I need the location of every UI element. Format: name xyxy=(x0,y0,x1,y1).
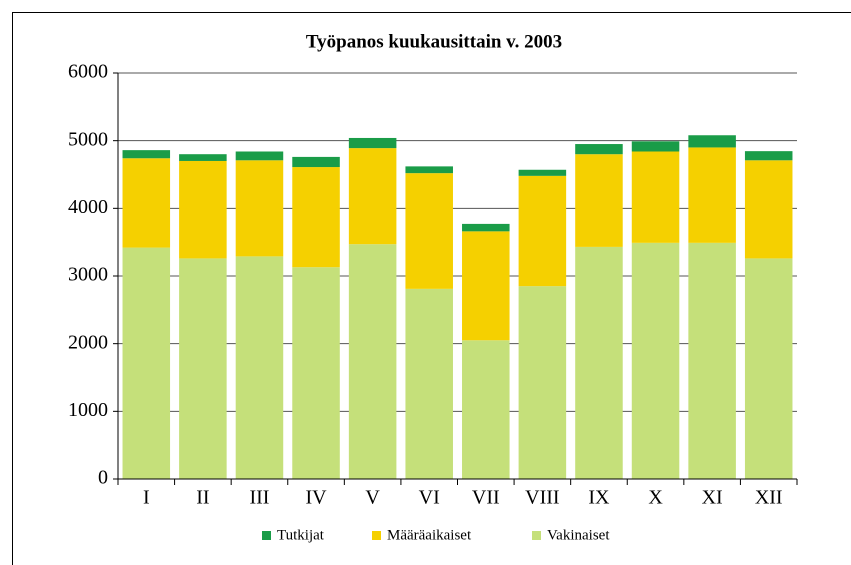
legend-swatch xyxy=(262,531,271,540)
bar-segment xyxy=(518,286,567,479)
bar-segment xyxy=(462,340,510,479)
y-tick-label: 4000 xyxy=(68,196,108,218)
bar-segment xyxy=(292,156,340,168)
legend-swatch xyxy=(532,531,541,540)
x-tick-label: XI xyxy=(702,487,723,509)
x-tick-label: VI xyxy=(419,487,440,509)
bar-segment xyxy=(462,223,510,232)
x-tick-label: I xyxy=(143,487,150,509)
bar-segment xyxy=(122,158,171,248)
bar-segment xyxy=(348,137,397,149)
bar-segment xyxy=(688,135,736,148)
y-tick-label: 0 xyxy=(98,467,108,489)
bar-segment xyxy=(575,246,623,479)
bar-segment xyxy=(179,258,227,479)
bar-segment xyxy=(631,242,680,479)
bar-segment xyxy=(462,231,510,341)
bar-segment xyxy=(744,160,793,259)
y-tick-label: 1000 xyxy=(68,399,108,421)
bar-segment xyxy=(405,173,453,289)
x-tick-label: X xyxy=(648,487,663,509)
x-tick-label: II xyxy=(196,487,209,509)
bar-segment xyxy=(518,169,567,176)
x-tick-label: IV xyxy=(305,487,327,509)
legend-swatch xyxy=(372,531,381,540)
bar-segment xyxy=(688,242,736,479)
bar-segment xyxy=(179,154,227,161)
bar-segment xyxy=(179,160,227,259)
x-tick-label: V xyxy=(365,487,380,509)
x-tick-label: III xyxy=(249,487,269,509)
y-tick-label: 2000 xyxy=(68,331,108,353)
legend-label: Määräaikaiset xyxy=(387,527,472,543)
bar-segment xyxy=(122,247,171,479)
bar-segment xyxy=(518,175,567,287)
bar-segment xyxy=(744,151,793,161)
x-tick-label: VII xyxy=(472,487,500,509)
bar-segment xyxy=(405,288,453,479)
bar-segment xyxy=(631,141,680,152)
y-tick-label: 5000 xyxy=(68,128,108,150)
chart-title: Työpanos kuukausittain v. 2003 xyxy=(306,31,562,52)
y-tick-label: 3000 xyxy=(68,264,108,286)
bar-segment xyxy=(575,144,623,155)
y-tick-label: 6000 xyxy=(68,61,108,83)
bar-segment xyxy=(235,151,284,161)
x-tick-label: XII xyxy=(755,487,783,509)
bar-segment xyxy=(631,151,680,243)
bar-segment xyxy=(348,148,397,245)
bar-segment xyxy=(292,167,340,268)
bar-segment xyxy=(405,166,453,174)
bar-segment xyxy=(122,150,171,159)
bar-segment xyxy=(292,267,340,479)
bar-segment xyxy=(235,160,284,257)
legend-label: Tutkijat xyxy=(277,527,325,543)
bar-segment xyxy=(744,258,793,479)
bar-segment xyxy=(348,244,397,479)
bar-segment xyxy=(575,154,623,247)
x-tick-label: IX xyxy=(588,487,610,509)
bar-segment xyxy=(688,147,736,243)
bar-segment xyxy=(235,256,284,479)
legend-label: Vakinaiset xyxy=(547,527,610,543)
x-tick-label: VIII xyxy=(525,487,559,509)
